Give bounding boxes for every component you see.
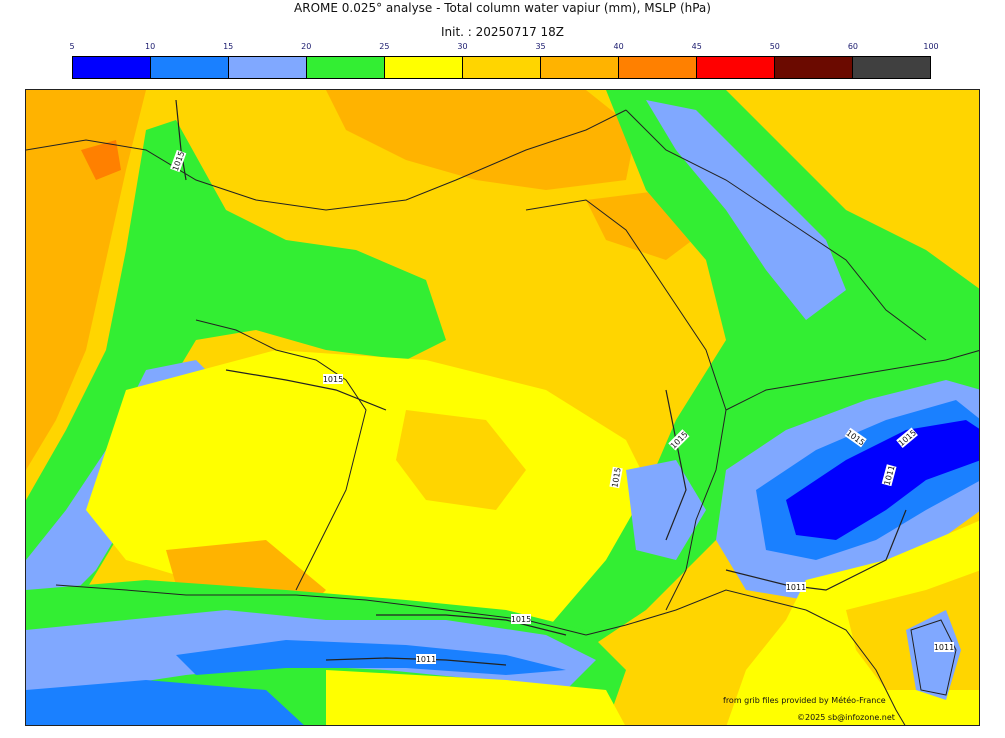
field-blue-east <box>646 100 846 320</box>
colorbar-tick-label: 45 <box>691 42 702 51</box>
colorbar-cell <box>696 57 774 78</box>
isobar-label-bg <box>896 427 918 448</box>
field-orange-north <box>326 90 636 190</box>
isobar-label-bg <box>511 614 531 624</box>
isobar-label: 1011 <box>786 583 806 592</box>
coastline-italy <box>805 609 906 725</box>
isobar-1011-alps <box>725 509 907 591</box>
isobar-1015-north <box>175 99 187 181</box>
border-france-east <box>525 199 727 611</box>
init-time: Init. : 20250717 18Z <box>440 25 565 39</box>
colorbar-cell <box>228 57 306 78</box>
border-alps <box>725 350 979 411</box>
field-spain-blue <box>26 680 304 725</box>
colorbar-tick-label: 20 <box>301 42 312 51</box>
colorbar-tick-label: 10 <box>144 42 156 51</box>
isobar-label-bg <box>934 642 954 652</box>
colorbar-tick-label: 50 <box>769 42 780 51</box>
colorbar-tick-label: 5 <box>69 42 75 51</box>
isobar-label-bg <box>323 374 343 384</box>
colorbar-cell <box>150 57 228 78</box>
colorbar-cell <box>774 57 852 78</box>
colorbar-cell <box>462 57 540 78</box>
border-germany <box>625 109 927 341</box>
isobar-label-bg <box>609 466 623 489</box>
field-green-atlantic <box>26 120 446 620</box>
water-vapour-map: 1015 1015 1015 1015 1015 1015 1011 1011 1015 1011… <box>25 89 980 726</box>
coastline-spain-north <box>55 584 296 596</box>
colorbar-cell <box>306 57 384 78</box>
isobar-label: 1015 <box>323 375 343 384</box>
colorbar-tick-label: 60 <box>847 42 858 51</box>
colorbar-tick-label: 35 <box>535 42 546 51</box>
copyright: ©2025 sb@infozone.net <box>797 713 895 722</box>
isobar-1015-pyrenees <box>376 614 567 636</box>
colorbar-tick-label: 30 <box>457 42 468 51</box>
isobar-label: 1011 <box>934 643 954 652</box>
colorbar-tick-label: 100 <box>923 42 939 51</box>
colorbar-cell <box>852 57 930 78</box>
coastline-corsica <box>910 619 957 696</box>
isobar-1015-central <box>225 369 387 411</box>
colorbar-tick-label: 25 <box>379 42 390 51</box>
isobar-label: 1015 <box>511 615 531 624</box>
border-pyrenees <box>295 594 587 636</box>
isobar-label-bg <box>170 149 187 173</box>
colorbar-cell <box>618 57 696 78</box>
isobar-label: 1011 <box>416 655 436 664</box>
colorbar-tick-label: 40 <box>613 42 624 51</box>
source-credit: from grib files provided by Météo-France <box>723 696 886 705</box>
isobar-label-bg <box>668 429 690 451</box>
coastline-med <box>585 589 807 636</box>
field-deepblue-pyrenees <box>176 640 566 675</box>
field-orange-west <box>26 90 146 470</box>
isobar-label-bg <box>416 654 436 664</box>
isobar-label: 1015 <box>610 467 622 489</box>
field-spain-yellow <box>326 670 625 725</box>
isobar-1015-east <box>665 389 687 541</box>
isobar-label-bg <box>844 427 867 448</box>
field-orange-central <box>396 410 526 510</box>
colorbar-cell <box>540 57 618 78</box>
coastline-brittany <box>195 319 367 591</box>
map-title: AROME 0.025° analyse - Total column wate… <box>294 1 711 15</box>
field-alps-lightblue-2 <box>626 460 706 560</box>
colorbar-cell <box>384 57 462 78</box>
coastline-channel <box>26 109 627 211</box>
colorbar <box>72 56 931 79</box>
field-alps-deepblue <box>786 420 979 540</box>
isobar-label-bg <box>786 582 806 592</box>
field-green-ne <box>846 90 979 250</box>
colorbar-tick-label: 15 <box>223 42 234 51</box>
colorbar-cell <box>73 57 150 78</box>
field-orange-hot <box>81 140 121 180</box>
